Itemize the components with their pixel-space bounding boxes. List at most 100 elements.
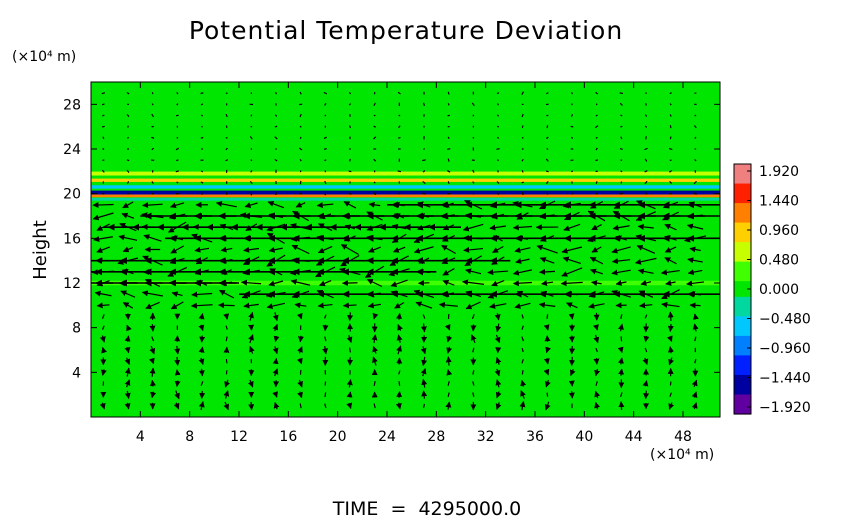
wind-vector [198,313,205,320]
wind-vector [472,392,475,397]
wind-vector [568,313,575,320]
wind-vector [93,236,113,242]
wind-vector [568,391,575,399]
wind-vector [324,392,327,398]
wind-vector [668,346,674,354]
wind-vector [368,201,381,208]
x-tick-label: 16 [279,429,297,445]
wind-vector [664,223,677,231]
anomaly-band [91,185,720,189]
colorbar-segment [734,183,751,189]
wind-vector [99,402,106,410]
wind-vector [611,258,631,265]
wind-vector [297,391,303,399]
wind-vector [348,125,352,129]
colorbar-segment [734,394,751,399]
wind-vector [669,392,673,397]
wind-vector [494,312,501,321]
wind-vector [619,92,624,95]
wind-vector [570,114,574,117]
colorbar-segment [734,304,751,310]
y-tick-label: 24 [63,142,81,158]
wind-vector [268,246,283,253]
wind-vector [223,390,230,399]
wind-vector [198,401,205,411]
wind-vector [94,290,112,297]
wind-vector [268,280,284,287]
wind-vector [274,92,278,95]
wind-vector [438,301,458,308]
wind-vector [545,170,549,173]
colorbar-segment [734,398,751,403]
wind-vector [398,125,401,129]
wind-vector [668,357,674,366]
wind-vector [591,280,602,287]
wind-vector [175,147,179,151]
wind-vector [298,147,303,151]
wind-vector [545,181,549,184]
wind-vector [395,402,402,410]
wind-vector [545,103,549,106]
wind-vector [299,158,302,162]
wind-vector [593,358,600,365]
colorbar-segment [734,406,751,411]
wind-vector [102,114,105,117]
wind-vector [248,334,254,344]
wind-vector [668,402,675,410]
colorbar-label: 0.480 [759,253,799,269]
wind-vector [447,136,450,139]
wind-vector [247,379,254,388]
wind-vector [124,335,131,342]
wind-vector [225,147,228,151]
wind-vector [546,147,549,151]
wind-vector [669,169,673,173]
wind-vector [545,346,552,354]
wind-vector [691,391,698,399]
wind-vector [644,180,648,185]
wind-vector [396,391,403,398]
wind-vector [594,368,601,377]
wind-vector [421,390,428,399]
wind-vector [366,278,383,288]
wind-vector [442,267,455,276]
wind-vector [317,245,333,254]
wind-vector [689,302,701,309]
wind-vector [174,369,181,376]
wind-vector [594,401,601,410]
y-tick-label: 4 [72,365,81,381]
chart-title: Potential Temperature Deviation [189,16,623,45]
wind-vector [636,245,656,254]
wind-vector [297,379,303,388]
wind-vector [102,136,105,140]
colorbar-label: −1.440 [759,371,811,387]
wind-vector [224,379,230,388]
wind-vector [446,192,451,195]
wind-vector [198,346,205,354]
wind-vector [291,244,310,255]
wind-vector [687,257,703,264]
colorbar-segment [734,382,751,388]
wind-vector [693,180,697,185]
x-unit-label: (×10⁴ m) [650,447,714,463]
wind-vector [618,401,625,411]
wind-vector [668,147,673,151]
wind-vector [521,336,525,342]
wind-vector [471,102,475,107]
y-tick-label: 28 [63,97,81,113]
wind-vector [546,92,549,95]
wind-vector [250,170,253,173]
wind-vector [170,301,184,310]
wind-vector [512,224,532,231]
wind-vector [142,202,163,209]
colorbar-segment [734,179,751,185]
wind-vector [620,170,623,173]
wind-vector [694,336,697,342]
wind-vector [645,136,647,140]
wind-vector [618,368,625,376]
wind-vector [595,159,599,162]
colorbar-segment [734,218,751,224]
wind-vector [497,159,499,162]
x-tick-label: 36 [526,429,544,445]
wind-vector [122,201,134,209]
wind-vector [274,125,278,128]
